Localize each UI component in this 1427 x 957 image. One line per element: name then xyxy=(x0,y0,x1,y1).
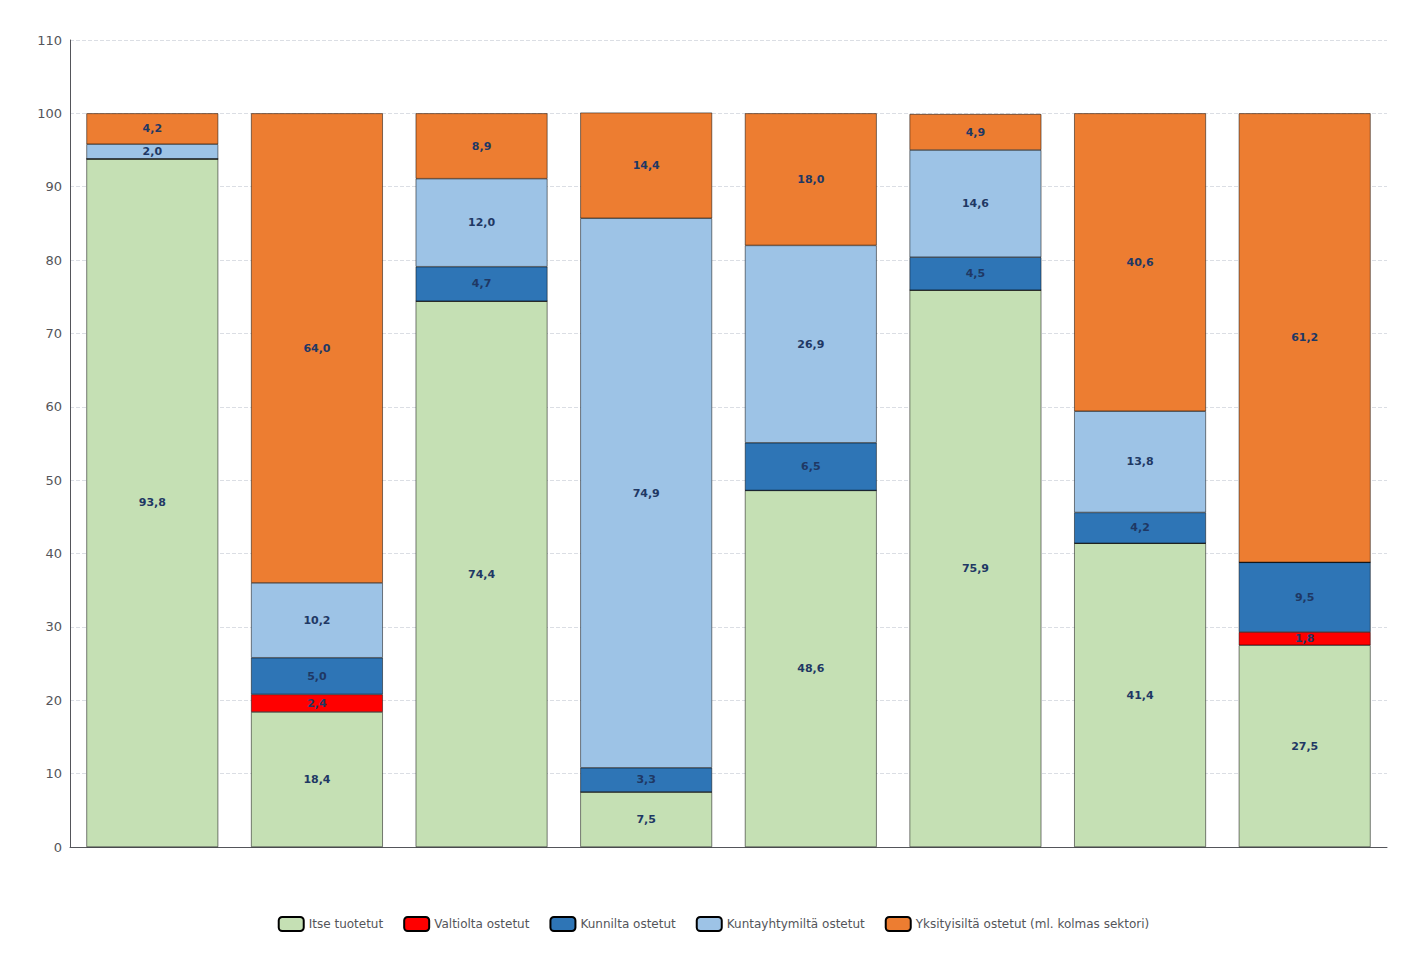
svg-text:5,0: 5,0 xyxy=(307,670,327,683)
svg-text:70: 70 xyxy=(45,326,62,341)
svg-text:7,5: 7,5 xyxy=(636,813,656,826)
svg-text:14,6: 14,6 xyxy=(962,197,989,210)
svg-text:2,4: 2,4 xyxy=(307,697,327,710)
svg-text:18,0: 18,0 xyxy=(797,173,824,186)
svg-text:6,5: 6,5 xyxy=(801,460,821,473)
svg-text:4,9: 4,9 xyxy=(966,126,986,139)
svg-text:48,6: 48,6 xyxy=(797,662,824,675)
svg-text:Kuntayhtymiltä ostetut: Kuntayhtymiltä ostetut xyxy=(727,917,865,931)
svg-text:40: 40 xyxy=(45,546,62,561)
svg-text:0: 0 xyxy=(54,840,62,855)
svg-text:40,6: 40,6 xyxy=(1126,256,1153,269)
svg-text:74,4: 74,4 xyxy=(468,568,495,581)
svg-text:30: 30 xyxy=(45,619,62,634)
svg-text:4,7: 4,7 xyxy=(472,277,492,290)
svg-text:80: 80 xyxy=(45,253,62,268)
svg-text:12,0: 12,0 xyxy=(468,216,495,229)
svg-text:10,2: 10,2 xyxy=(303,614,330,627)
svg-text:100: 100 xyxy=(37,106,62,121)
svg-text:9,5: 9,5 xyxy=(1295,591,1315,604)
svg-text:41,4: 41,4 xyxy=(1126,689,1153,702)
svg-text:Yksityisiltä ostetut (ml. kolm: Yksityisiltä ostetut (ml. kolmas sektori… xyxy=(915,917,1150,931)
svg-text:90: 90 xyxy=(45,179,62,194)
svg-text:20: 20 xyxy=(45,693,62,708)
svg-text:2,0: 2,0 xyxy=(143,145,163,158)
svg-text:4,2: 4,2 xyxy=(143,122,163,135)
svg-text:10: 10 xyxy=(45,766,62,781)
svg-text:93,8: 93,8 xyxy=(139,496,166,509)
svg-text:14,4: 14,4 xyxy=(633,159,660,172)
svg-text:8,9: 8,9 xyxy=(472,140,492,153)
svg-text:50: 50 xyxy=(45,473,62,488)
svg-text:3,3: 3,3 xyxy=(636,773,656,786)
svg-text:1,8: 1,8 xyxy=(1295,632,1315,645)
svg-text:Valtiolta ostetut: Valtiolta ostetut xyxy=(434,917,530,931)
svg-text:26,9: 26,9 xyxy=(797,338,824,351)
svg-text:Itse tuotetut: Itse tuotetut xyxy=(309,917,384,931)
svg-text:64,0: 64,0 xyxy=(303,342,330,355)
svg-text:4,5: 4,5 xyxy=(966,267,986,280)
svg-text:4,2: 4,2 xyxy=(1130,521,1150,534)
svg-text:110: 110 xyxy=(37,33,62,48)
svg-text:75,9: 75,9 xyxy=(962,562,989,575)
svg-text:13,8: 13,8 xyxy=(1126,455,1153,468)
svg-text:61,2: 61,2 xyxy=(1291,331,1318,344)
svg-text:60: 60 xyxy=(45,399,62,414)
svg-text:18,4: 18,4 xyxy=(303,773,330,786)
svg-text:27,5: 27,5 xyxy=(1291,740,1318,753)
svg-text:74,9: 74,9 xyxy=(633,487,660,500)
svg-text:Kunnilta ostetut: Kunnilta ostetut xyxy=(580,917,676,931)
